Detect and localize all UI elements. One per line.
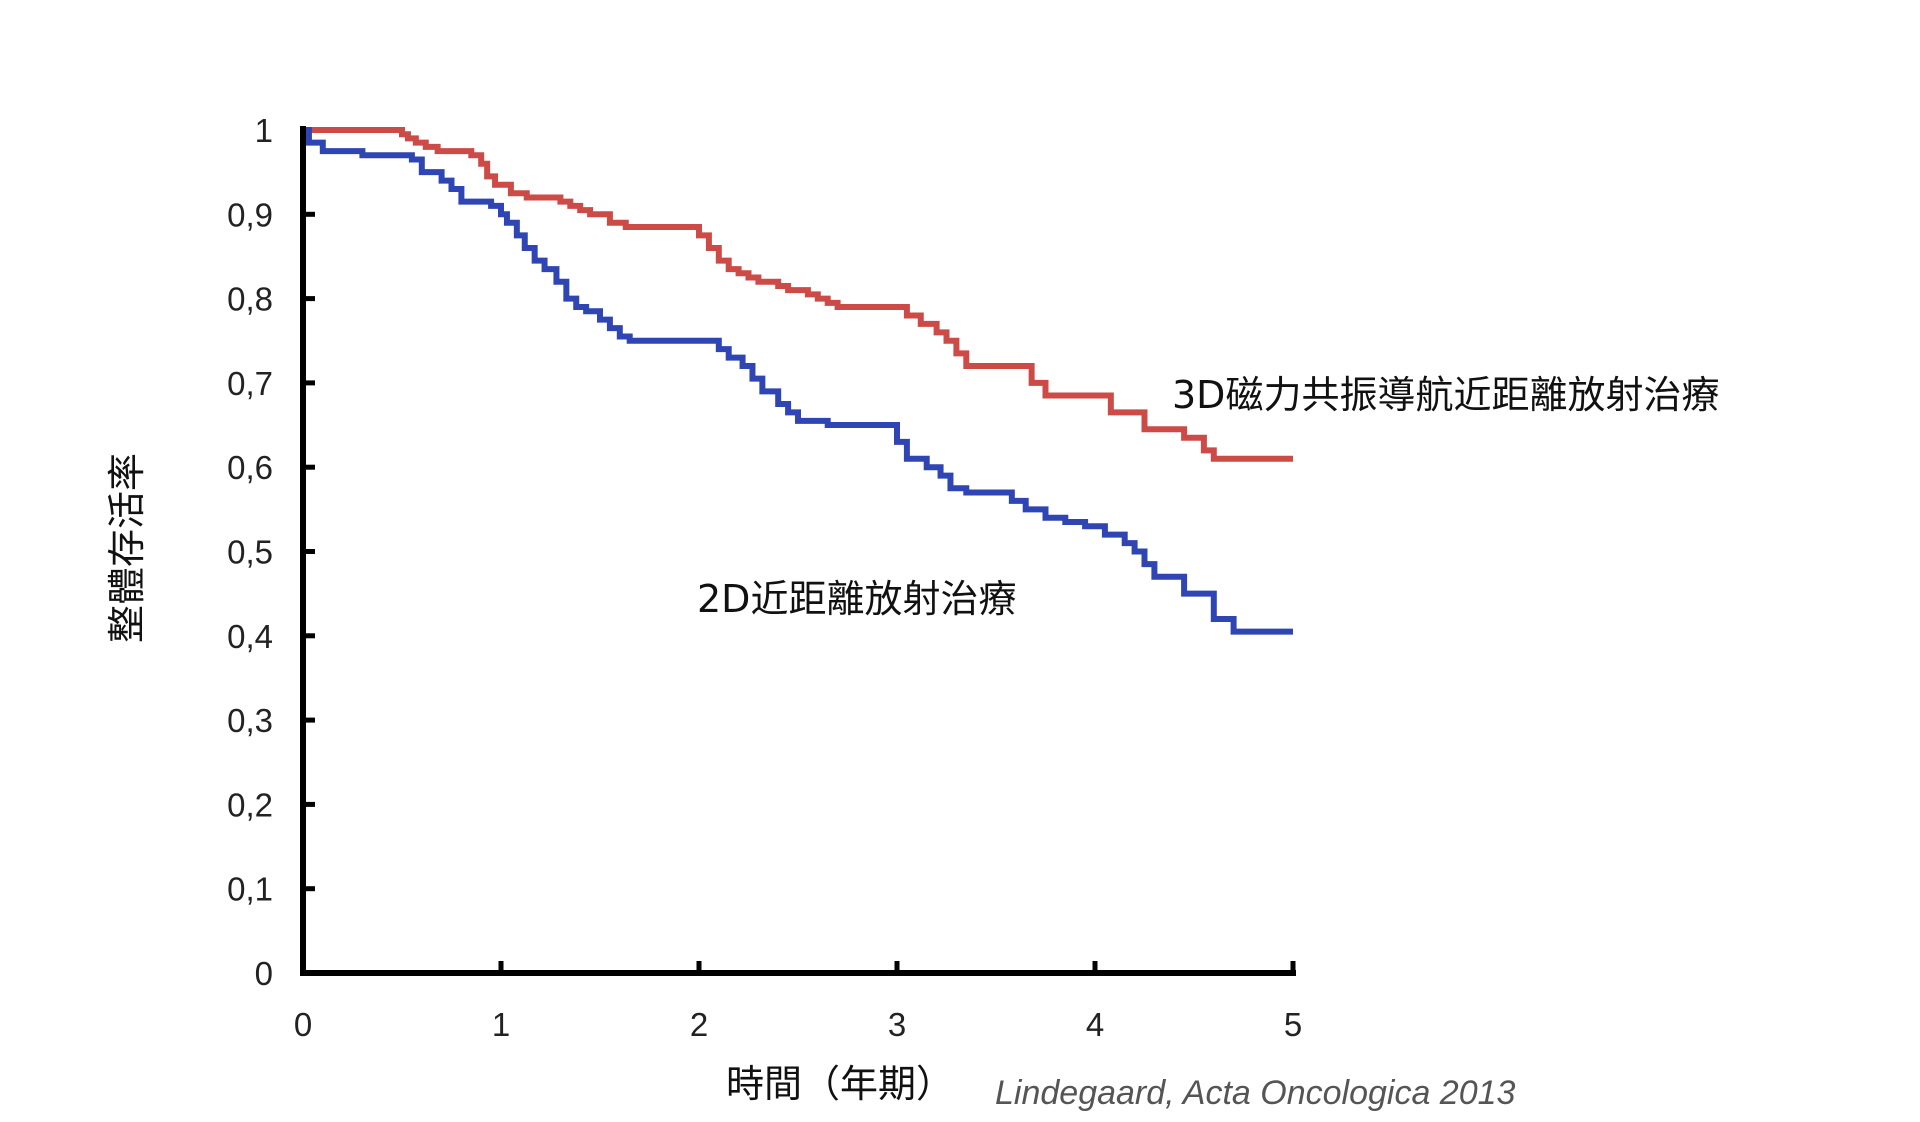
- source-citation: Lindegaard, Acta Oncologica 2013: [995, 1074, 1516, 1112]
- series-label-3d-mri-brachytherapy: 3D磁力共振導航近距離放射治療: [1172, 373, 1719, 417]
- x-tick-label: 5: [1284, 1006, 1302, 1043]
- y-tick-label: 0,7: [227, 365, 273, 402]
- y-tick-label: 0,3: [227, 702, 273, 739]
- y-tick-label: 0,2: [227, 786, 273, 823]
- series-line-2d-brachytherapy: [303, 127, 1293, 635]
- x-tick-label: 3: [888, 1006, 906, 1043]
- axes: [300, 126, 1296, 976]
- y-axis-title: 整體存活率: [105, 453, 149, 643]
- y-tick-label: 0,8: [227, 281, 273, 318]
- x-axis-title: 時間（年期）: [726, 1062, 954, 1106]
- y-tick-label: 0,5: [227, 534, 273, 571]
- x-tick-label: 4: [1086, 1006, 1104, 1043]
- series-line-3d-mri-brachytherapy: [303, 127, 1293, 462]
- x-tick-label: 0: [294, 1006, 312, 1043]
- y-tick-label: 0,6: [227, 449, 273, 486]
- y-tick-label: 1: [255, 112, 273, 149]
- y-tick-label: 0: [255, 955, 273, 992]
- y-tick-label: 0,1: [227, 871, 273, 908]
- x-tick-label: 1: [492, 1006, 510, 1043]
- x-tick-label: 2: [690, 1006, 708, 1043]
- series-lines: [303, 127, 1293, 635]
- y-tick-label: 0,4: [227, 618, 273, 655]
- y-tick-label: 0,9: [227, 196, 273, 233]
- tick-labels: 0 0,1 0,2 0,3 0,4 0,5 0,6 0,7 0,8 0,9 1 0 1 2 3 4 5: [227, 112, 1302, 1043]
- series-label-2d-brachytherapy: 2D近距離放射治療: [697, 577, 1016, 621]
